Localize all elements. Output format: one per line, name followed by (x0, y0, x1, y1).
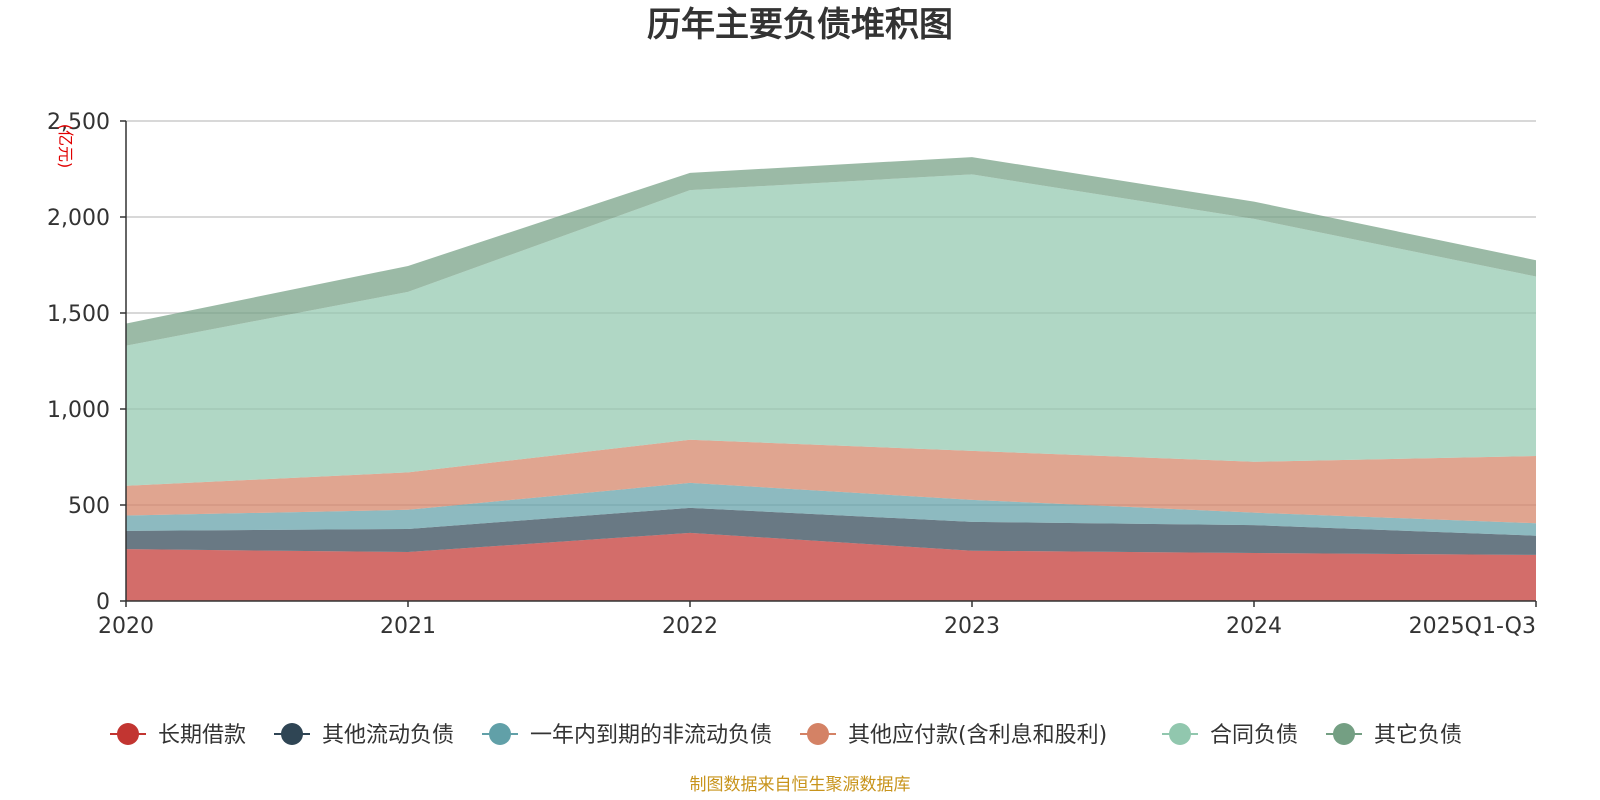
y-tick-label: 2,000 (47, 206, 110, 231)
area-2 (126, 507, 1536, 555)
x-tick-label: 2022 (662, 614, 718, 639)
chart-title: 历年主要负债堆积图 (647, 5, 953, 45)
legend-label: 其他流动负债 (322, 723, 454, 748)
y-tick-label: 0 (96, 590, 110, 615)
legend-label: 其他应付款(含利息和股利) (848, 723, 1107, 748)
legend-marker (807, 723, 829, 745)
legend-label: 长期借款 (158, 723, 246, 748)
legend-label: 合同负债 (1210, 723, 1298, 748)
legend-marker (1169, 723, 1191, 745)
area-3 (126, 482, 1536, 536)
source-note: 制图数据来自恒生聚源数据库 (690, 775, 911, 795)
area-series (126, 157, 1536, 601)
legend: 长期借款 其他流动负债 一年内到期的非流动负债 其他应付款(含利息和股利) 合同负债 其它… (110, 723, 1462, 748)
legend-label: 一年内到期的非流动负债 (530, 723, 772, 748)
y-tick-label: 500 (68, 494, 110, 519)
axes: 0 500 1,000 1,500 2,000 2,500 2020 2021 2022 2023… (47, 110, 1537, 639)
x-tick-label: 2025Q1-Q3 (1409, 614, 1536, 639)
y-tick-label: 1,000 (47, 398, 110, 423)
area-5 (126, 174, 1536, 486)
legend-label: 其它负债 (1374, 723, 1462, 748)
x-tick-label: 2024 (1226, 614, 1282, 639)
y-tick-label: 2,500 (47, 110, 110, 135)
area-6 (126, 157, 1536, 346)
legend-marker (281, 723, 303, 745)
y-tick-label: 1,500 (47, 302, 110, 327)
x-tick-label: 2023 (944, 614, 1000, 639)
legend-marker (1333, 723, 1355, 745)
legend-marker (117, 723, 139, 745)
x-tick-label: 2020 (98, 614, 154, 639)
area-1 (126, 532, 1536, 601)
y-axis-unit: (亿元) (56, 124, 75, 169)
area-4 (126, 439, 1536, 524)
legend-marker (489, 723, 511, 745)
x-tick-label: 2021 (380, 614, 436, 639)
